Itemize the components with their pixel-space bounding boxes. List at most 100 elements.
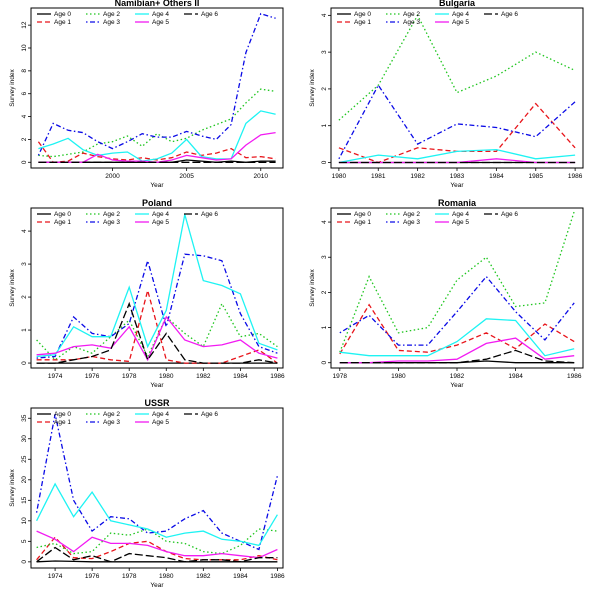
x-tick-label: 1978 [333, 373, 348, 380]
series-line-age-1 [339, 303, 575, 355]
legend-label-age-2: Age 2 [403, 211, 420, 218]
series-line-age-6 [36, 546, 278, 563]
legend-label-age-6: Age 6 [201, 411, 218, 418]
series-line-age-3 [37, 12, 276, 156]
x-tick-label: 1983 [450, 173, 465, 180]
legend-label-age-5: Age 5 [452, 219, 469, 226]
y-tick-label: 15 [21, 496, 28, 504]
series-line-age-1 [36, 536, 278, 561]
chart-title: Namibian+ Others II [115, 0, 200, 8]
y-tick-label: 2 [321, 290, 328, 294]
x-tick-label: 1982 [410, 173, 425, 180]
y-tick-label: 35 [21, 414, 28, 422]
y-tick-label: 0 [21, 560, 28, 564]
legend-label-age-4: Age 4 [452, 11, 469, 18]
legend-label-age-6: Age 6 [501, 211, 518, 218]
y-tick-label: 6 [21, 92, 28, 96]
y-axis-label: Survey index [309, 68, 316, 106]
x-axis-label: Year [450, 182, 464, 189]
legend-label-age-3: Age 3 [403, 219, 420, 226]
legend-label-age-3: Age 3 [103, 419, 120, 426]
series-line-age-4 [36, 214, 278, 358]
series-line-age-6 [36, 301, 278, 364]
legend-label-age-2: Age 2 [403, 11, 420, 18]
x-tick-label: 1986 [270, 573, 285, 580]
y-tick-label: 20 [21, 476, 28, 484]
x-axis-label: Year [150, 382, 164, 389]
x-tick-label: 1980 [332, 173, 347, 180]
series-line-age-4 [36, 482, 278, 547]
y-tick-label: 25 [21, 455, 28, 463]
x-tick-label: 1984 [508, 373, 523, 380]
y-tick-label: 4 [321, 220, 328, 224]
series-line-age-2 [36, 302, 278, 361]
chart-panel-4: USSR 1974 1976 1978 1980 1982 1984 1986 0 5 10 15 20… [9, 398, 285, 589]
legend-label-age-2: Age 2 [103, 411, 120, 418]
x-tick-label: 1976 [85, 373, 100, 380]
chart-panel-2: Poland 1974 1976 1978 1980 1982 1984 1986 0 1 2 3 4 Y… [9, 198, 285, 389]
x-tick-label: 1985 [529, 173, 544, 180]
plot-frame [30, 407, 284, 569]
x-tick-label: 2000 [105, 173, 120, 180]
series-line-age-1 [36, 287, 278, 364]
series-line-age-3 [339, 275, 575, 346]
y-axis-label: Survey index [9, 268, 16, 306]
x-tick-label: 1976 [85, 573, 100, 580]
y-tick-label: 3 [21, 262, 28, 266]
legend-label-age-3: Age 3 [403, 19, 420, 26]
legend-label-age-1: Age 1 [354, 19, 371, 26]
legend-label-age-2: Age 2 [103, 11, 120, 18]
x-tick-label: 2005 [179, 173, 194, 180]
series-line-age-5 [36, 530, 278, 559]
legend-label-age-1: Age 1 [54, 219, 71, 226]
y-tick-label: 10 [21, 44, 28, 52]
y-axis-label: Survey index [9, 468, 16, 506]
legend-label-age-5: Age 5 [152, 19, 169, 26]
x-tick-label: 1980 [391, 373, 406, 380]
y-tick-label: 0 [321, 160, 328, 164]
legend-label-age-2: Age 2 [103, 211, 120, 218]
legend-label-age-4: Age 4 [152, 211, 169, 218]
x-tick-label: 1980 [159, 373, 174, 380]
legend-label-age-0: Age 0 [54, 11, 71, 18]
legend-label-age-6: Age 6 [201, 211, 218, 218]
legend-label-age-0: Age 0 [54, 211, 71, 218]
legend-label-age-1: Age 1 [54, 419, 71, 426]
legend-label-age-1: Age 1 [54, 19, 71, 26]
y-tick-label: 1 [321, 124, 328, 128]
series-line-age-5 [36, 315, 278, 362]
legend-label-age-6: Age 6 [201, 11, 218, 18]
legend-label-age-4: Age 4 [452, 211, 469, 218]
x-tick-label: 1986 [567, 373, 582, 380]
chart-title: Bulgaria [439, 0, 476, 8]
plot-frame [330, 207, 584, 369]
series-line-age-0 [36, 560, 278, 563]
chart-title: USSR [144, 398, 170, 408]
x-tick-label: 1974 [48, 373, 63, 380]
y-tick-label: 2 [21, 137, 28, 141]
y-tick-label: 4 [21, 114, 28, 118]
series-line-age-3 [35, 414, 279, 551]
x-axis-label: Year [150, 182, 164, 189]
series-line-age-3 [338, 83, 576, 160]
y-tick-label: 4 [21, 229, 28, 233]
series-line-age-2 [339, 211, 575, 353]
series-line-age-4 [338, 148, 576, 164]
y-axis-label: Survey index [9, 68, 16, 106]
y-tick-label: 0 [21, 160, 28, 164]
x-tick-label: 1980 [159, 573, 174, 580]
x-axis-label: Year [450, 382, 464, 389]
y-tick-label: 4 [321, 13, 328, 17]
y-tick-label: 1 [321, 325, 328, 329]
chart-title: Romania [438, 198, 477, 208]
y-axis-label: Survey index [309, 268, 316, 306]
x-tick-label: 2010 [254, 173, 269, 180]
series-line-age-2 [38, 88, 276, 158]
y-tick-label: 0 [21, 361, 28, 365]
